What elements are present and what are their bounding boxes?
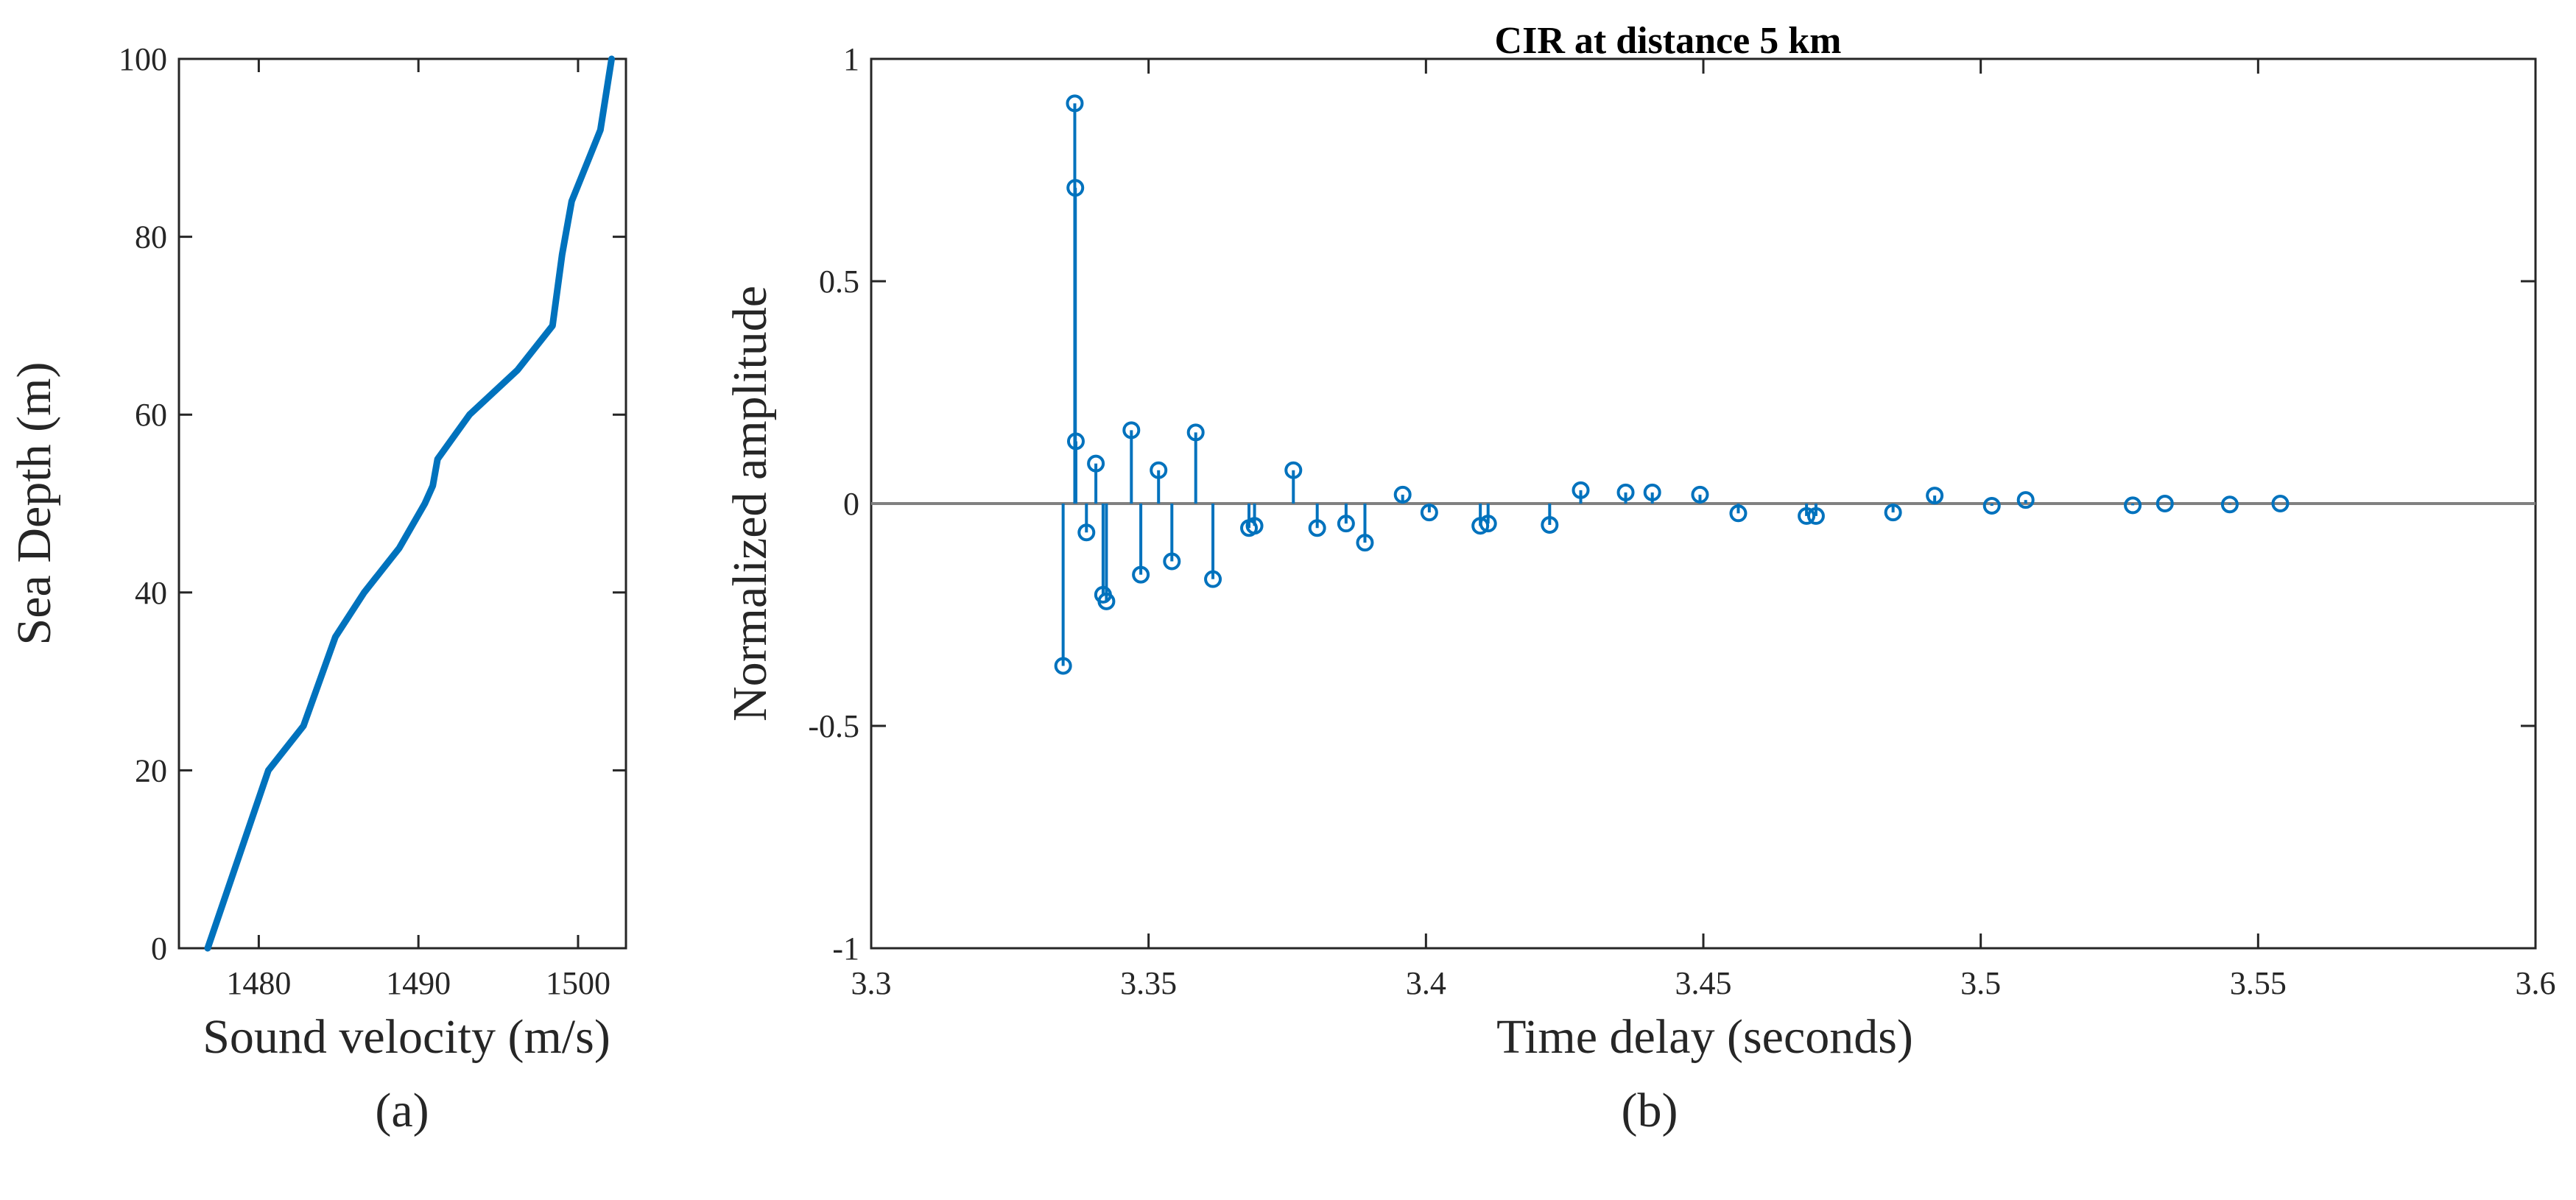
stem-marker — [1356, 534, 1374, 552]
stem-marker — [1087, 454, 1105, 473]
stem-marker — [2220, 495, 2239, 514]
axes-b: 3.3 3.35 3.4 3.45 3.5 3.55 3.6 -1 -0.5 0 0.5 1 — [808, 41, 2555, 1001]
y-axis-label-a: Sea Depth (m) — [7, 362, 61, 646]
x-tick-label-b: 3.45 — [1675, 965, 1732, 1001]
stem-marker — [1798, 507, 1816, 525]
stem-marker — [2271, 495, 2290, 512]
stem-marker — [1729, 504, 1748, 523]
plot-frame-a — [177, 57, 627, 950]
x-tick-label-a: 1490 — [386, 965, 451, 1001]
stem-marker — [1308, 519, 1326, 537]
caption-a: (a) — [375, 1084, 429, 1137]
x-tick-label-b: 3.35 — [1120, 965, 1177, 1001]
y-tick-label-b: 1 — [843, 41, 859, 77]
x-tick-label-a: 1500 — [546, 965, 610, 1001]
caption-b: (b) — [1622, 1084, 1678, 1137]
stem-marker — [1054, 657, 1072, 675]
cir-series — [1054, 94, 2290, 675]
chart-title-b: CIR at distance 5 km — [1495, 20, 1842, 62]
stem-marker — [1884, 504, 1902, 522]
stem-marker — [1691, 485, 1709, 504]
y-tick-label-a: 0 — [151, 931, 167, 967]
y-tick-label-b: 0.5 — [819, 264, 859, 300]
x-tick-label-a: 1480 — [226, 965, 291, 1001]
stem-marker — [1479, 515, 1497, 533]
y-tick-label-a: 20 — [135, 752, 167, 788]
stem-marker — [1471, 517, 1490, 535]
y-tick-label-a: 100 — [119, 41, 167, 77]
y-axis-label-b: Normalized amplitude — [723, 286, 777, 721]
stem-marker — [1572, 481, 1590, 499]
y-tick-label-b: -0.5 — [808, 708, 859, 744]
stem-marker — [1616, 483, 1635, 501]
stem-marker — [2124, 496, 2142, 515]
x-axis-label-b: Time delay (seconds) — [1496, 1010, 1913, 1064]
stem-marker — [2016, 491, 2035, 509]
velocity-profile-chart: 1480 1490 1500 0 20 40 60 80 100 Sea Depth (m) S… — [7, 41, 627, 1137]
stem-marker — [1982, 497, 2001, 515]
cir-stem-chart: CIR at distance 5 km 3.3 3.35 3.4 3.45 3.5 3.… — [723, 20, 2556, 1137]
y-tick-label-a: 40 — [135, 575, 167, 611]
x-axis-label-a: Sound velocity (m/s) — [203, 1010, 610, 1064]
stem-marker — [1097, 592, 1116, 610]
stem-marker — [1132, 565, 1150, 584]
stem-marker — [1066, 179, 1085, 197]
y-tick-label-b: 0 — [843, 486, 859, 522]
axes-a: 1480 1490 1500 0 20 40 60 80 100 — [119, 41, 626, 1001]
stem-marker — [1420, 504, 1438, 522]
stem-marker — [1066, 94, 1084, 113]
stem-marker — [2156, 495, 2174, 512]
stem-marker — [1393, 485, 1412, 504]
stem-marker — [1122, 421, 1141, 440]
y-tick-label-b: -1 — [832, 931, 859, 967]
stem-marker — [1077, 523, 1096, 542]
stem-marker — [1926, 487, 1944, 505]
velocity-line — [204, 55, 615, 952]
y-tick-label-a: 80 — [135, 219, 167, 255]
stem-marker — [1186, 423, 1205, 442]
stem-marker — [1284, 461, 1303, 479]
stem-marker — [1806, 507, 1825, 525]
stem-marker — [1066, 432, 1085, 451]
stem-marker — [1163, 552, 1181, 571]
stem-marker — [1541, 515, 1559, 534]
x-tick-label-b: 3.5 — [1960, 965, 2001, 1001]
x-tick-label-b: 3.4 — [1406, 965, 1446, 1001]
stem-marker — [1204, 570, 1222, 588]
x-tick-label-b: 3.6 — [2516, 965, 2556, 1001]
x-tick-label-b: 3.3 — [851, 965, 892, 1001]
stem-marker — [1337, 515, 1355, 533]
stem-marker — [1150, 461, 1168, 479]
stem-marker — [1643, 483, 1661, 501]
stem-marker — [1245, 517, 1264, 535]
y-tick-label-a: 60 — [135, 397, 167, 433]
velocity-series — [204, 55, 615, 952]
x-tick-label-b: 3.55 — [2230, 965, 2287, 1001]
